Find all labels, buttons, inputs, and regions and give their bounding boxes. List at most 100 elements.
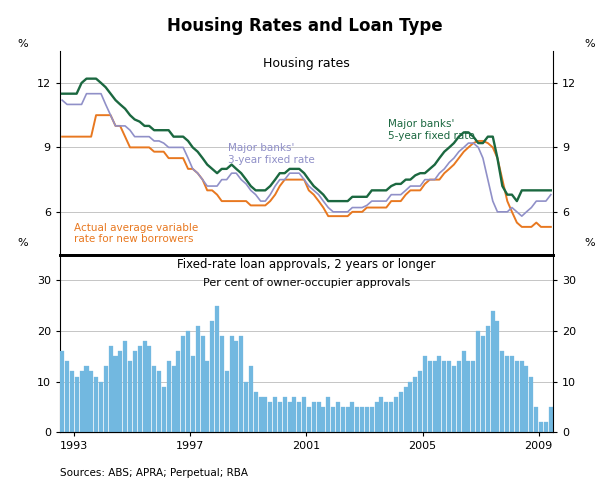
Bar	[181, 336, 185, 432]
Bar	[277, 402, 282, 432]
Bar	[428, 361, 432, 432]
Bar	[234, 341, 238, 432]
Bar	[142, 341, 147, 432]
Text: Actual average variable
rate for new borrowers: Actual average variable rate for new bor…	[74, 223, 199, 244]
Bar	[327, 397, 330, 432]
Bar	[200, 336, 205, 432]
Bar	[321, 407, 325, 432]
Bar	[515, 361, 519, 432]
Bar	[520, 361, 524, 432]
Text: %: %	[585, 238, 596, 248]
Bar	[457, 361, 461, 432]
Bar	[65, 361, 69, 432]
Bar	[114, 356, 118, 432]
Bar	[433, 361, 437, 432]
Bar	[292, 397, 297, 432]
Bar	[80, 371, 84, 432]
Bar	[138, 346, 142, 432]
Bar	[360, 407, 364, 432]
Bar	[418, 371, 422, 432]
Bar	[524, 367, 529, 432]
Bar	[510, 356, 514, 432]
Bar	[346, 407, 350, 432]
Bar	[316, 402, 321, 432]
Bar	[109, 346, 112, 432]
Bar	[476, 331, 480, 432]
Bar	[375, 402, 379, 432]
Bar	[191, 356, 195, 432]
Text: Per cent of owner-occupier approvals: Per cent of owner-occupier approvals	[203, 278, 410, 288]
Bar	[365, 407, 369, 432]
Bar	[103, 367, 108, 432]
Bar	[157, 371, 161, 432]
Text: Housing rates: Housing rates	[263, 57, 350, 70]
Bar	[254, 392, 258, 432]
Bar	[399, 392, 403, 432]
Bar	[123, 341, 127, 432]
Bar	[219, 336, 224, 432]
Bar	[196, 326, 200, 432]
Text: %: %	[17, 238, 28, 248]
Bar	[244, 382, 248, 432]
Bar	[89, 371, 93, 432]
Bar	[118, 351, 122, 432]
Bar	[481, 336, 485, 432]
Bar	[404, 387, 408, 432]
Bar	[379, 397, 383, 432]
Bar	[452, 367, 456, 432]
Bar	[471, 361, 475, 432]
Text: %: %	[585, 39, 596, 49]
Text: Fixed-rate loan approvals, 2 years or longer: Fixed-rate loan approvals, 2 years or lo…	[177, 258, 436, 271]
Bar	[60, 351, 64, 432]
Bar	[491, 311, 495, 432]
Bar	[147, 346, 151, 432]
Bar	[133, 351, 137, 432]
Bar	[84, 367, 89, 432]
Bar	[350, 402, 355, 432]
Bar	[99, 382, 103, 432]
Bar	[466, 361, 471, 432]
Bar	[462, 351, 466, 432]
Bar	[341, 407, 345, 432]
Bar	[336, 402, 340, 432]
Text: Housing Rates and Loan Type: Housing Rates and Loan Type	[167, 17, 443, 35]
Bar	[283, 397, 287, 432]
Text: %: %	[17, 39, 28, 49]
Bar	[302, 397, 306, 432]
Bar	[307, 407, 311, 432]
Bar	[249, 367, 253, 432]
Bar	[331, 407, 335, 432]
Bar	[172, 367, 176, 432]
Bar	[544, 422, 548, 432]
Bar	[534, 407, 538, 432]
Bar	[268, 402, 272, 432]
Bar	[161, 387, 166, 432]
Bar	[539, 422, 543, 432]
Bar	[443, 361, 446, 432]
Bar	[215, 306, 219, 432]
Bar	[94, 377, 98, 432]
Bar	[176, 351, 180, 432]
Bar	[389, 402, 393, 432]
Bar	[297, 402, 301, 432]
Bar	[128, 361, 132, 432]
Bar	[486, 326, 490, 432]
Bar	[210, 321, 214, 432]
Bar	[263, 397, 267, 432]
Text: Sources: ABS; APRA; Perpetual; RBA: Sources: ABS; APRA; Perpetual; RBA	[60, 468, 248, 478]
Bar	[288, 402, 292, 432]
Bar	[423, 356, 427, 432]
Bar	[186, 331, 190, 432]
Bar	[75, 377, 79, 432]
Bar	[355, 407, 359, 432]
Bar	[413, 377, 417, 432]
Bar	[70, 371, 74, 432]
Text: Major banks'
3-year fixed rate: Major banks' 3-year fixed rate	[228, 143, 315, 165]
Bar	[167, 361, 170, 432]
Bar	[437, 356, 441, 432]
Bar	[549, 407, 553, 432]
Bar	[495, 321, 499, 432]
Bar	[394, 397, 398, 432]
Bar	[505, 356, 509, 432]
Bar	[205, 361, 209, 432]
